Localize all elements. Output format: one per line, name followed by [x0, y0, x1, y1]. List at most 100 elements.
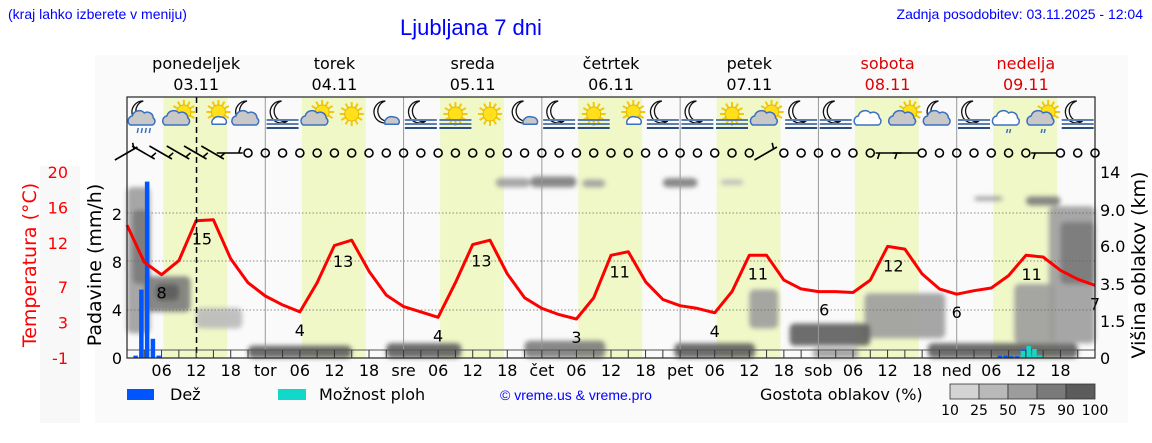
sun-ray: [186, 101, 191, 107]
sun-ray: [479, 107, 485, 112]
sun-ray: [1053, 114, 1060, 119]
x-hour-label: 06: [843, 361, 863, 380]
x-day-abbr: sre: [391, 361, 415, 380]
drizzle-drop: [1040, 128, 1043, 134]
moon-icon: [649, 100, 669, 124]
sun-ray: [725, 103, 730, 109]
sun-ray: [737, 107, 743, 112]
rain-legend-label: Dež: [170, 385, 201, 404]
calm-wind-icon: [986, 148, 997, 158]
sun-ray: [582, 107, 589, 112]
calm-wind-icon: [779, 148, 789, 158]
temperature-tick: 12: [48, 234, 68, 253]
cloud-patch: [749, 289, 779, 329]
moon-cloud-icon: [922, 100, 951, 126]
sun-ray: [189, 105, 195, 110]
calm-wind-icon: [450, 148, 461, 158]
calm-wind-icon: [554, 148, 564, 158]
wind-barb-icon: [131, 145, 157, 160]
sun-ray: [1037, 105, 1043, 110]
calm-wind-icon: [485, 148, 495, 158]
precipitation-tick: 2: [112, 205, 122, 224]
sun-ray: [340, 116, 347, 121]
sun-ray: [357, 116, 363, 121]
cloud-patch: [155, 284, 179, 301]
sun-ray: [448, 103, 453, 109]
barb-shaft: [166, 145, 190, 160]
calm-wind-icon: [398, 148, 409, 158]
day-date: 04.11: [312, 75, 358, 94]
showers-bar: [1032, 349, 1037, 358]
sun-ray: [176, 101, 182, 107]
sun-ray: [311, 105, 317, 110]
cloud-density-level: 50: [999, 403, 1017, 419]
sun-ray: [721, 107, 727, 112]
barb-shaft: [114, 146, 138, 161]
moon-small-cloud-icon: [511, 100, 539, 125]
calm-wind-icon: [519, 148, 530, 158]
rain-bar: [156, 355, 161, 358]
sun-cloud-icon: [162, 100, 196, 126]
day-date: 09.11: [1003, 75, 1049, 94]
sun-small-cloud-icon: [206, 100, 231, 125]
cloud-patch: [1025, 196, 1061, 206]
cloud-density-swatch: [978, 383, 1009, 400]
day-date: 03.11: [173, 75, 219, 94]
calm-wind-icon: [934, 148, 945, 158]
sun-ray: [764, 101, 769, 107]
cloud-icon: [853, 109, 882, 126]
x-day-abbr: sob: [804, 361, 832, 380]
sun-ray: [189, 114, 195, 119]
sun-icon: [478, 102, 502, 126]
calm-wind-icon: [1090, 148, 1100, 158]
sun-ray: [912, 101, 917, 107]
cloud-density-legend-title: Gostota oblakov (%): [760, 385, 923, 404]
sun-ray: [492, 103, 497, 109]
x-day-abbr: tor: [254, 361, 277, 380]
cloud-icon: [300, 109, 329, 126]
location-hint[interactable]: (kraj lahko izberete v meniju): [8, 6, 187, 22]
precipitation-tick: 8: [112, 253, 122, 272]
cloud-patch: [386, 343, 462, 358]
calm-wind-icon: [364, 148, 374, 158]
sun-ray: [638, 114, 645, 119]
rain-bar: [144, 181, 150, 358]
rain-bar: [997, 355, 1003, 358]
x-hour-label: 06: [151, 361, 171, 380]
sun-ray: [734, 103, 739, 109]
sun-ray: [483, 103, 488, 109]
moon-icon: [269, 100, 288, 124]
x-hour-label: 18: [635, 361, 655, 380]
sun-icon: [344, 106, 360, 122]
wind-barb-icon: [183, 145, 209, 160]
wind-barb-icon: [216, 146, 243, 154]
moon-fog-icon: [404, 100, 437, 129]
rain-drop: [148, 127, 152, 134]
x-hour-label: 18: [774, 361, 794, 380]
x-hour-label: 12: [877, 361, 897, 380]
day-date: 07.11: [726, 75, 772, 94]
temperature-extreme-label: 4: [433, 326, 443, 345]
cloud-patch: [530, 176, 577, 188]
calm-wind-icon: [727, 148, 737, 158]
barb-tick: [150, 152, 157, 158]
daylight-band: [301, 97, 366, 358]
rain-bar: [1014, 356, 1020, 358]
calm-wind-icon: [813, 148, 824, 158]
copyright-link[interactable]: © vreme.us & vreme.pro: [500, 387, 652, 403]
barb-shaft: [754, 146, 778, 161]
rain-bar: [133, 355, 138, 358]
barb-tick: [894, 152, 898, 160]
showers-bar: [1026, 346, 1031, 358]
x-hour-label: 18: [912, 361, 932, 380]
sun-cloud-drizzle-icon: [1026, 100, 1061, 134]
x-hour-label: 06: [566, 361, 586, 380]
chart-title: Ljubljana 7 dni: [400, 15, 542, 40]
moon-fog-icon: [958, 100, 990, 129]
sun-icon: [724, 106, 740, 122]
cloud-density-level: 100: [1082, 403, 1109, 419]
calm-wind-icon: [744, 148, 755, 158]
x-hour-label: 18: [359, 361, 379, 380]
calm-wind-icon: [658, 148, 668, 158]
sun-ray: [172, 105, 179, 110]
